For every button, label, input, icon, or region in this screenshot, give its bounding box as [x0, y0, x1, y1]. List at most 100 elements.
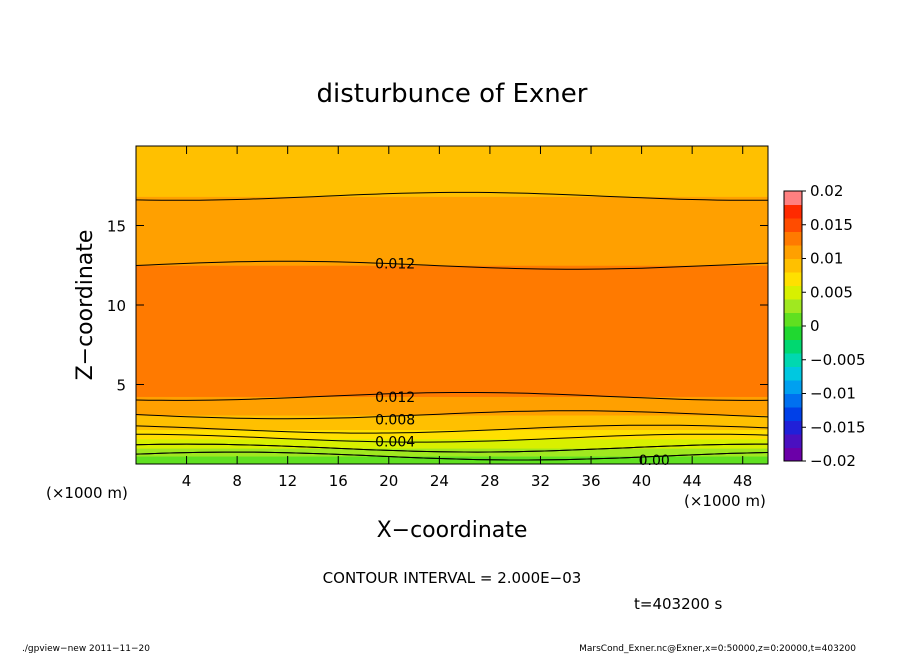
filled-contour-band	[136, 300, 768, 303]
filled-contour-band	[136, 315, 768, 318]
filled-contour-band	[136, 382, 768, 385]
filled-contour-band	[136, 246, 768, 249]
colorbar-cell	[784, 299, 802, 313]
colorbar-cell	[784, 191, 802, 205]
filled-contour-band	[136, 268, 768, 272]
filled-contour-band	[136, 411, 768, 415]
filled-contour-band	[136, 337, 768, 340]
filled-contour-band	[136, 317, 768, 321]
filled-contour-band	[136, 270, 768, 273]
filled-contour-band	[136, 328, 768, 331]
filled-contour-band	[136, 278, 768, 281]
filled-contour-band	[136, 385, 768, 388]
filled-contour-band	[136, 183, 768, 187]
filled-contour-band	[136, 205, 768, 208]
filled-contour-band	[136, 266, 768, 269]
filled-contour-band	[136, 378, 768, 382]
chart-title: disturbunce of Exner	[317, 79, 588, 109]
filled-contour-band	[136, 373, 768, 376]
filled-contour-band	[136, 446, 768, 449]
filled-contour-band	[136, 348, 768, 351]
colorbar-cell	[784, 245, 802, 259]
x-tick-label: 8	[232, 472, 242, 490]
filled-contour-band	[136, 390, 768, 393]
filled-contour-band	[136, 185, 768, 188]
filled-contour-band	[136, 361, 768, 364]
filled-contour-band	[136, 438, 768, 441]
filled-contour-band	[136, 190, 768, 193]
filled-contour-band	[136, 222, 768, 225]
filled-contour-band	[136, 332, 768, 335]
filled-contour-band	[136, 232, 768, 236]
filled-contour-band	[136, 165, 768, 168]
filled-contour-band	[136, 448, 768, 452]
filled-contour-band	[136, 380, 768, 383]
colorbar-cell	[784, 447, 802, 462]
filled-contour-band	[136, 262, 768, 265]
filled-contour-band	[136, 210, 768, 213]
colorbar: 0.02 0.015 0.01 0.005 0 −0.005 −0.01 −0.015 −0.0…	[783, 182, 866, 470]
filled-contour-band	[136, 219, 768, 223]
filled-contour-band	[136, 203, 768, 207]
filled-contour-band	[136, 202, 768, 205]
filled-contour-band	[136, 409, 768, 412]
filled-contour-band	[136, 433, 768, 436]
filled-contour-band	[136, 218, 768, 221]
filled-contour-band	[136, 423, 768, 427]
filled-contour-band	[136, 177, 768, 180]
filled-contour-band	[136, 406, 768, 409]
filled-contour-band	[136, 256, 768, 260]
contour-line	[136, 392, 768, 401]
filled-contour-band	[136, 267, 768, 270]
filled-contour-band	[136, 299, 768, 302]
filled-contour-band	[136, 362, 768, 366]
colorbar-cell	[784, 326, 802, 340]
filled-contour-band	[136, 221, 768, 224]
filled-contour-band	[136, 227, 768, 230]
filled-contour-band	[136, 236, 768, 240]
filled-contour-band	[136, 207, 768, 211]
filled-contour-band	[136, 403, 768, 407]
filled-contour-band	[136, 284, 768, 287]
filled-contour-band	[136, 338, 768, 342]
colorbar-tick-label: −0.01	[810, 385, 856, 403]
filled-contour-band	[136, 427, 768, 431]
filled-contour-band	[136, 199, 768, 203]
filled-contour-band	[136, 452, 768, 456]
filled-contour-band	[136, 157, 768, 160]
x-tick-label: 44	[683, 472, 702, 490]
filled-contour-band	[136, 292, 768, 295]
x-tick-label: 20	[379, 472, 398, 490]
filled-contour-band	[136, 425, 768, 428]
filled-contour-band	[136, 301, 768, 305]
filled-contour-band	[136, 307, 768, 310]
filled-contour-band	[136, 414, 768, 417]
colorbar-tick-label: 0.02	[810, 182, 843, 200]
filled-contour-band	[136, 391, 768, 395]
filled-contour-band	[136, 247, 768, 250]
filled-contour-band	[136, 244, 768, 248]
filled-contour-band	[136, 228, 768, 232]
filled-contour-band	[136, 226, 768, 229]
filled-contour-band	[136, 201, 768, 204]
filled-contour-band	[136, 334, 768, 338]
filled-contour-band	[136, 312, 768, 315]
filled-contour-band	[136, 280, 768, 283]
filled-contour-band	[136, 311, 768, 314]
filled-contour-band	[136, 417, 768, 420]
filled-contour-band	[136, 296, 768, 299]
filled-contour-band	[136, 365, 768, 368]
filled-contour-band	[136, 381, 768, 384]
filled-contour-band	[136, 456, 768, 460]
x-tick-label: 16	[329, 472, 348, 490]
filled-contour-band	[136, 182, 768, 185]
filled-contour-band	[136, 174, 768, 177]
filled-contour-band	[136, 331, 768, 334]
colorbar-cell	[784, 366, 802, 381]
contour-line	[136, 424, 768, 434]
filled-contour-band	[136, 161, 768, 164]
filled-contour-band	[136, 344, 768, 347]
contour-line	[136, 451, 768, 461]
colorbar-cell	[784, 353, 802, 367]
filled-contour-band	[136, 258, 768, 261]
